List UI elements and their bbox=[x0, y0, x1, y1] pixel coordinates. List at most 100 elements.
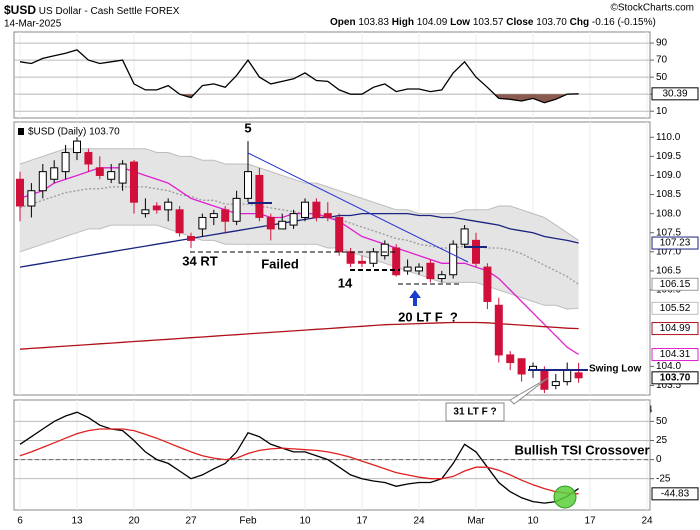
ohlc-value: 104.09 bbox=[417, 17, 448, 28]
y-tick-label: 0 bbox=[656, 454, 662, 465]
x-tick-label: 24 bbox=[413, 516, 425, 527]
candle-body bbox=[16, 178, 24, 207]
candle-body bbox=[426, 262, 435, 280]
annotation: 31 LT F ? bbox=[453, 407, 496, 418]
y-tick-label: 10 bbox=[656, 106, 668, 117]
candle-body bbox=[358, 260, 366, 264]
x-tick-label: 13 bbox=[71, 516, 83, 527]
y-tick-label: 107.0 bbox=[656, 246, 681, 257]
value-box bbox=[651, 348, 699, 362]
y-tick-label: 108.5 bbox=[656, 189, 681, 200]
candle-body bbox=[209, 213, 218, 218]
candle-body bbox=[38, 171, 47, 192]
candle-body bbox=[574, 372, 583, 379]
y-tick-label: 104.0 bbox=[656, 361, 681, 372]
candle-body bbox=[494, 304, 503, 356]
value-label: 103.70 bbox=[660, 372, 691, 383]
x-tick-label: 27 bbox=[185, 516, 197, 527]
y-tick-label: 109.0 bbox=[656, 170, 681, 181]
annotation: 34 RT bbox=[182, 253, 217, 268]
candle-body bbox=[415, 266, 423, 272]
ohlc-value: -0.16 (-0.15%) bbox=[592, 17, 656, 28]
callout-pointer bbox=[509, 377, 549, 405]
candle-body bbox=[449, 243, 458, 276]
y-tick-label: 25 bbox=[656, 435, 668, 446]
value-box bbox=[651, 371, 699, 385]
value-box bbox=[651, 277, 699, 291]
instrument-name: US Dollar - Cash Settle bbox=[39, 6, 143, 17]
arrow bbox=[409, 290, 421, 306]
candle-body bbox=[130, 161, 138, 203]
ohlc-label: High bbox=[392, 17, 414, 28]
annotation: Bullish TSI Crossover bbox=[514, 442, 649, 457]
date: 14-Mar-2025 bbox=[4, 19, 62, 30]
x-tick-label: 20 bbox=[128, 516, 140, 527]
candle-body bbox=[289, 213, 298, 226]
x-tick-label: 17 bbox=[356, 516, 368, 527]
candle-body bbox=[73, 140, 81, 154]
annotation: Failed bbox=[261, 256, 299, 271]
value-label: 105.52 bbox=[660, 303, 691, 314]
value-box bbox=[651, 301, 699, 315]
value-box bbox=[651, 487, 699, 501]
candle-body bbox=[164, 201, 173, 211]
ohlc-label: Chg bbox=[570, 17, 589, 28]
candle-body bbox=[312, 201, 321, 218]
annotation: 20 LT F ? bbox=[398, 309, 458, 324]
candle-body bbox=[198, 216, 207, 230]
candle-body bbox=[50, 167, 59, 180]
y-tick-label: 107.5 bbox=[656, 227, 681, 238]
callout-box bbox=[445, 402, 505, 422]
ohlc-label: Open bbox=[330, 17, 356, 28]
value-label: 104.99 bbox=[660, 323, 691, 334]
candle-body bbox=[118, 163, 127, 184]
band-area bbox=[20, 148, 579, 310]
candle-body bbox=[551, 381, 560, 386]
candle-body bbox=[563, 369, 572, 383]
y-tick-label: 90 bbox=[656, 38, 668, 49]
candle-body bbox=[232, 197, 241, 222]
y-tick-label: 109.5 bbox=[656, 151, 681, 162]
candle-body bbox=[266, 216, 275, 230]
candle-body bbox=[392, 247, 401, 276]
candle-body bbox=[483, 266, 492, 302]
value-label: -44.83 bbox=[661, 488, 690, 499]
value-box bbox=[651, 322, 699, 336]
series-line bbox=[19, 428, 579, 495]
candle-body bbox=[506, 354, 515, 364]
candle-body bbox=[335, 216, 344, 253]
x-tick-label: 6 bbox=[17, 516, 23, 527]
exchange: FOREX bbox=[145, 6, 180, 17]
value-box bbox=[651, 236, 699, 250]
candle-body bbox=[346, 251, 355, 264]
panels: 907050301030.39110.0109.5109.0108.5108.0… bbox=[13, 31, 699, 527]
series-line bbox=[19, 212, 579, 268]
crossover-marker bbox=[553, 485, 577, 509]
candle-body bbox=[152, 205, 161, 211]
candle-body bbox=[380, 243, 389, 257]
ohlc-value: 103.83 bbox=[358, 17, 389, 28]
y-tick-label: 108.0 bbox=[656, 208, 681, 219]
ohlc-label: Low bbox=[450, 17, 470, 28]
annotation-layer: 5 34 RT Failed 14 20 LT F ? 31 LT F ? Sw… bbox=[182, 120, 650, 509]
x-tick-label: Feb bbox=[239, 516, 257, 527]
annotation: 5 bbox=[244, 120, 251, 135]
candle-body bbox=[175, 209, 184, 234]
candle-body bbox=[323, 213, 332, 218]
candle-body bbox=[141, 209, 150, 215]
x-tick-label: 10 bbox=[527, 516, 539, 527]
y-tick-label: 50 bbox=[656, 72, 668, 83]
title: $USD US Dollar - Cash Settle FOREX bbox=[4, 3, 180, 17]
value-label: 107.23 bbox=[660, 238, 691, 249]
candle-body bbox=[301, 201, 309, 218]
legend-icon bbox=[18, 128, 24, 135]
candle-body bbox=[255, 174, 264, 218]
trend-line bbox=[247, 152, 469, 263]
panel bbox=[13, 31, 651, 119]
credit: ©StockCharts.com bbox=[610, 3, 694, 14]
candle-body bbox=[27, 190, 36, 207]
candle-body bbox=[460, 228, 469, 245]
candle-body bbox=[244, 171, 252, 199]
x-tick-label: 24 bbox=[641, 516, 653, 527]
x-tick-label: 10 bbox=[299, 516, 311, 527]
